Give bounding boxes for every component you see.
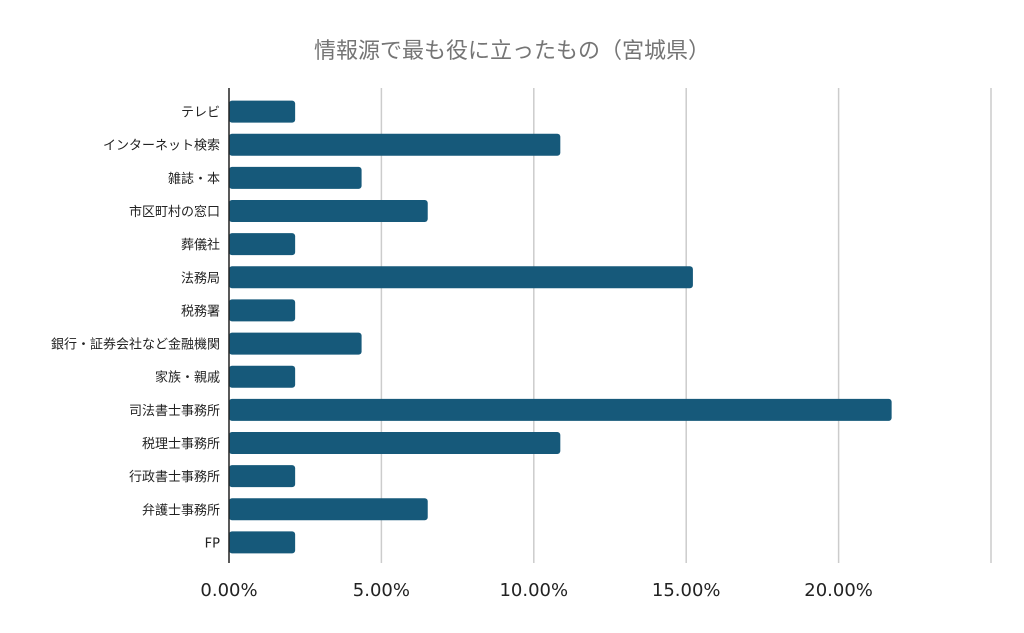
category-label: 税理士事務所	[142, 437, 220, 452]
category-label: 銀行・証券会社など金融機関	[51, 337, 220, 353]
x-tick-label: 20.00%	[804, 580, 873, 601]
category-label: インターネット検索	[103, 139, 220, 154]
bars	[229, 100, 892, 554]
bar	[229, 531, 296, 554]
category-label: 司法書士事務所	[129, 404, 220, 419]
x-tick-label: 0.00%	[200, 580, 257, 601]
bar	[229, 233, 296, 256]
x-tick-labels: 0.00% 5.00% 10.00% 15.00% 20.00%	[200, 580, 873, 601]
gridlines	[380, 88, 992, 563]
bar	[229, 299, 296, 322]
bar	[229, 100, 296, 123]
category-label: 弁護士事務所	[142, 502, 220, 518]
bar	[229, 432, 561, 454]
category-label: 家族・親戚	[155, 370, 220, 386]
category-label: テレビ	[181, 106, 220, 121]
bar	[229, 133, 561, 156]
x-tick-label: 10.00%	[499, 580, 568, 601]
category-labels: テレビインターネット検索雑誌・本市区町村の窓口葬儀社法務局税務署銀行・証券会社な…	[51, 106, 220, 552]
bar	[229, 465, 296, 488]
bar	[229, 398, 892, 421]
bar	[229, 498, 428, 521]
bar	[229, 166, 362, 189]
category-label: 税務署	[181, 304, 220, 319]
bar	[229, 200, 428, 222]
category-label: 雑誌・本	[168, 171, 220, 187]
category-label: 行政書士事務所	[129, 470, 220, 485]
bar	[229, 365, 296, 388]
x-tick-label: 15.00%	[652, 580, 721, 601]
category-label: 法務局	[181, 271, 220, 286]
bar	[229, 266, 693, 289]
chart-title: 情報源で最も役に立ったもの（宮城県）	[314, 39, 710, 64]
bar	[229, 332, 362, 355]
category-label: 葬儀社	[181, 237, 220, 253]
category-label: 市区町村の窓口	[129, 204, 220, 220]
category-label: FP	[205, 536, 220, 551]
x-tick-label: 5.00%	[353, 580, 410, 601]
